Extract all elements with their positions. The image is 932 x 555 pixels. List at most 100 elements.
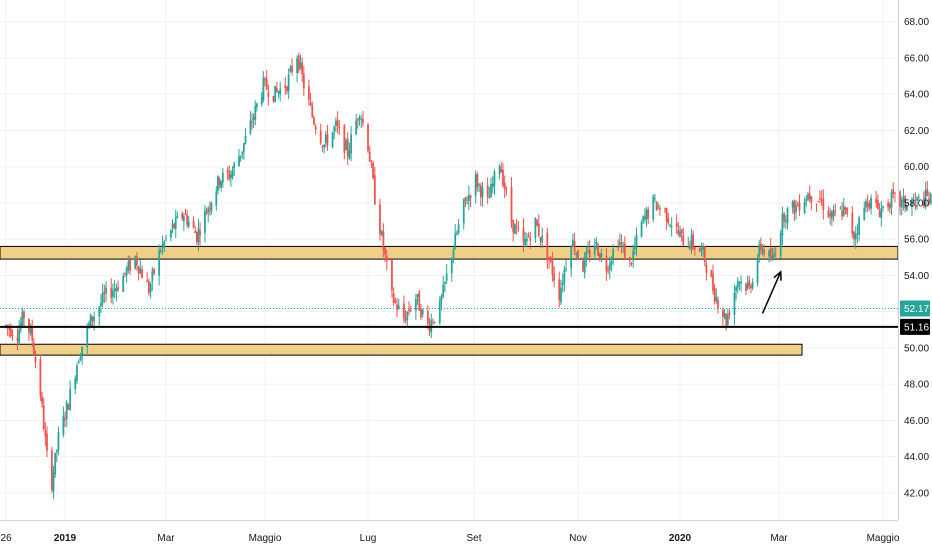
candle-body: [187, 221, 190, 227]
candle-body: [149, 284, 152, 293]
candle-body: [39, 359, 42, 397]
candle-body: [134, 256, 137, 269]
candle-body: [839, 208, 842, 210]
candle-body: [141, 269, 143, 279]
candle-body: [416, 294, 419, 298]
candle-body: [137, 266, 140, 274]
candle-body: [127, 261, 130, 270]
y-tick-label: 42.00: [904, 488, 929, 499]
candle-body: [746, 283, 749, 289]
candle-body: [151, 270, 154, 282]
candle-body: [249, 120, 252, 134]
axes: 42.0044.0046.0048.0050.0052.0054.0056.00…: [0, 0, 930, 544]
candle-body: [360, 119, 363, 120]
candle-body: [595, 241, 598, 245]
candle-body: [42, 405, 45, 430]
candle-body: [607, 270, 609, 272]
support-zone[interactable]: [0, 343, 803, 356]
candle-body: [28, 318, 30, 332]
candle-body: [204, 210, 206, 234]
candle-body: [182, 216, 185, 222]
candle-body: [5, 325, 7, 327]
candle-body: [745, 283, 747, 291]
candle-body: [659, 208, 661, 210]
candle-body: [525, 238, 528, 242]
candle-body: [617, 247, 620, 248]
candle-body: [173, 223, 176, 229]
candle-body: [805, 199, 808, 202]
candle-body: [125, 268, 128, 276]
candle-body: [262, 77, 265, 101]
candle-body: [851, 212, 854, 234]
y-tick-label: 48.00: [904, 380, 929, 391]
y-tick-label: 58.00: [904, 198, 929, 209]
candle-body: [348, 150, 351, 159]
candle-body: [23, 311, 25, 319]
grid: [0, 0, 898, 520]
candle-body: [715, 297, 718, 301]
candle-body: [771, 256, 774, 259]
candle-body: [396, 304, 398, 310]
candle-body: [338, 127, 341, 128]
x-tick-label: Set: [466, 533, 481, 544]
x-tick-label: Mar: [770, 533, 788, 544]
arrow-annotation[interactable]: [761, 271, 782, 314]
candle-body: [738, 282, 741, 284]
candle-body: [888, 204, 891, 209]
candle-body: [561, 282, 564, 286]
candle-body: [853, 232, 855, 240]
candle-body: [791, 201, 794, 208]
candle-body: [79, 356, 82, 361]
candle-body: [692, 234, 695, 248]
candle-body: [517, 228, 520, 230]
candle-body: [238, 156, 240, 167]
candle-body: [46, 433, 48, 451]
y-tick-label: 44.00: [904, 452, 929, 463]
candle-body: [541, 235, 544, 243]
candle-body: [100, 303, 102, 307]
candle-body: [750, 286, 752, 289]
candle-body: [612, 248, 615, 259]
y-tick-label: 46.00: [904, 416, 929, 427]
candle-body: [176, 216, 179, 218]
candle-body: [865, 201, 867, 208]
candle-body: [255, 103, 258, 107]
candle-body: [426, 310, 429, 325]
candle-body: [878, 211, 881, 218]
candle-body: [358, 116, 361, 120]
candle-body: [264, 79, 266, 80]
candle-body: [319, 130, 322, 144]
candle-body: [336, 120, 339, 127]
candle-body: [21, 311, 24, 326]
candle-body: [81, 346, 84, 358]
candle-body: [98, 307, 101, 317]
candle-body: [34, 357, 37, 362]
candle-body: [585, 252, 588, 260]
candle-body: [623, 243, 626, 259]
candle-body: [917, 197, 920, 198]
candle-body: [560, 287, 562, 303]
candle-body: [491, 183, 494, 188]
candle-body: [486, 185, 489, 197]
candle-body: [844, 207, 847, 210]
candle-body: [725, 314, 728, 326]
candle-body: [630, 263, 633, 264]
candle-body: [735, 287, 737, 291]
candle-body: [346, 138, 349, 156]
x-tick-label: Maggio: [249, 533, 282, 544]
candle-body: [260, 96, 263, 105]
candle-body: [89, 314, 92, 327]
candle-body: [784, 220, 787, 222]
candle-body: [244, 135, 247, 144]
candle-body: [450, 258, 453, 274]
candle-body: [194, 230, 197, 234]
candle-body: [65, 402, 68, 419]
candle-body: [642, 216, 645, 221]
candle-body: [882, 205, 884, 208]
candle-body: [333, 126, 336, 132]
candle-body: [667, 218, 670, 224]
candle-body: [50, 450, 53, 490]
candle-body: [331, 132, 334, 148]
